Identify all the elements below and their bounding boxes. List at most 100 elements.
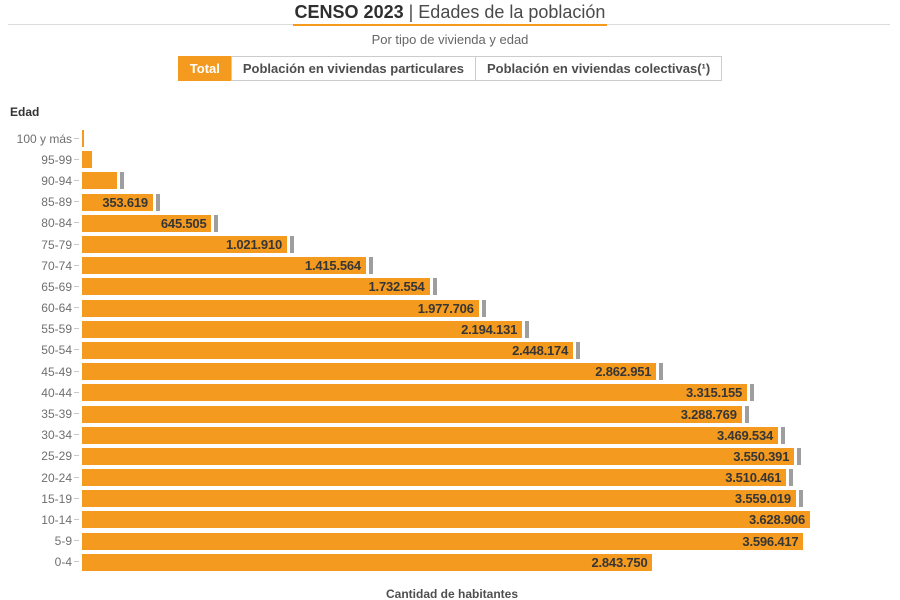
population-bar[interactable]: 1.732.554 — [82, 278, 430, 296]
population-bar[interactable]: 3.510.461 — [82, 469, 787, 487]
bar-area: 1.021.910 — [82, 236, 294, 254]
age-row: 40-44 3.315.155 — [10, 382, 900, 403]
bar-area: 3.510.461 — [82, 469, 794, 487]
bar-area: 2.448.174 — [82, 341, 581, 359]
population-bar[interactable]: 3.315.155 — [82, 384, 748, 402]
age-label: 0-4 — [54, 555, 72, 570]
population-bar[interactable]: 3.628.906 — [82, 511, 810, 529]
bar-area: 2.862.951 — [82, 363, 664, 381]
tab-viviendas-particulares[interactable]: Población en viviendas particulares — [230, 56, 476, 81]
bar-area: 3.628.906 — [82, 511, 810, 529]
age-row: 35-39 3.288.769 — [10, 403, 900, 424]
bar-area: 3.596.417 — [82, 532, 804, 550]
end-marker — [214, 214, 219, 232]
age-row: 70-74 1.415.564 — [10, 255, 900, 276]
population-bar[interactable] — [82, 172, 118, 190]
age-row: 30-34 3.469.534 — [10, 425, 900, 446]
bar-value-label: 3.559.019 — [734, 491, 791, 507]
end-marker — [481, 299, 486, 317]
bar-value-label: 1.415.564 — [304, 258, 361, 274]
age-row: 10-14 3.628.906 — [10, 509, 900, 530]
age-row: 15-19 3.559.019 — [10, 488, 900, 509]
end-marker — [744, 405, 749, 423]
end-marker — [659, 363, 664, 381]
population-bar[interactable]: 2.194.131 — [82, 320, 523, 338]
age-row: 5-9 3.596.417 — [10, 531, 900, 552]
end-marker — [781, 426, 786, 444]
age-row: 65-69 1.732.554 — [10, 276, 900, 297]
population-age-chart: Edad 100 y más 95-99 90-94 85-89 353.619 80-8… — [0, 105, 900, 600]
bar-value-label: 645.505 — [160, 215, 207, 231]
age-label: 5-9 — [54, 534, 72, 549]
bar-value-label: 2.862.951 — [595, 364, 652, 380]
population-bar[interactable]: 1.415.564 — [82, 257, 366, 275]
bar-value-label: 3.596.417 — [742, 533, 799, 549]
population-bar[interactable]: 3.469.534 — [82, 426, 779, 444]
population-bar[interactable]: 3.596.417 — [82, 532, 804, 550]
bar-area: 3.469.534 — [82, 426, 786, 444]
bar-area — [82, 130, 84, 148]
bar-area: 3.559.019 — [82, 490, 803, 508]
end-marker — [432, 278, 437, 296]
population-bar[interactable]: 2.448.174 — [82, 341, 574, 359]
population-bar[interactable]: 3.559.019 — [82, 490, 796, 508]
age-label: 95-99 — [41, 152, 72, 167]
age-row: 45-49 2.862.951 — [10, 361, 900, 382]
population-bar[interactable]: 2.843.750 — [82, 553, 653, 571]
end-marker — [576, 341, 581, 359]
age-label: 100 y más — [16, 131, 72, 146]
population-bar[interactable] — [82, 151, 93, 169]
population-bar[interactable] — [82, 130, 84, 148]
bar-area: 2.843.750 — [82, 553, 653, 571]
bar-value-label: 3.288.769 — [680, 406, 737, 422]
bar-area: 1.415.564 — [82, 257, 373, 275]
x-axis-title: Cantidad de habitantes — [385, 586, 519, 600]
age-label: 25-29 — [41, 449, 72, 464]
population-bar[interactable]: 3.550.391 — [82, 447, 795, 465]
tab-viviendas-colectivas[interactable]: Población en viviendas colectivas(¹) — [474, 56, 723, 81]
end-marker — [290, 236, 294, 254]
bar-area: 3.550.391 — [82, 447, 802, 465]
bar-value-label: 3.628.906 — [748, 512, 805, 528]
end-marker — [789, 469, 794, 487]
bar-value-label: 3.510.461 — [725, 470, 782, 486]
population-bar[interactable]: 1.977.706 — [82, 299, 479, 317]
age-row: 55-59 2.194.131 — [10, 319, 900, 340]
end-marker — [797, 447, 802, 465]
page-title: CENSO 2023 | Edades de la población — [292, 2, 608, 26]
age-label: 45-49 — [41, 364, 72, 379]
bar-area — [82, 151, 93, 169]
age-row: 85-89 353.619 — [10, 192, 900, 213]
bar-area: 353.619 — [82, 193, 160, 211]
age-label: 35-39 — [41, 407, 72, 422]
bar-area: 1.732.554 — [82, 278, 437, 296]
age-label: 65-69 — [41, 279, 72, 294]
page-subtitle: Por tipo de vivienda y edad — [371, 32, 529, 47]
population-bar[interactable]: 1.021.910 — [82, 236, 287, 254]
age-row: 60-64 1.977.706 — [10, 298, 900, 319]
age-label: 75-79 — [41, 237, 72, 252]
age-row: 20-24 3.510.461 — [10, 467, 900, 488]
population-bar[interactable]: 645.505 — [82, 214, 212, 232]
population-bar[interactable]: 3.288.769 — [82, 405, 742, 423]
age-row: 0-4 2.843.750 — [10, 552, 900, 573]
age-row: 50-54 2.448.174 — [10, 340, 900, 361]
age-label: 10-14 — [41, 512, 72, 527]
end-marker — [798, 490, 803, 508]
title-main: CENSO 2023 — [294, 2, 404, 22]
bar-value-label: 2.448.174 — [512, 342, 569, 358]
bar-value-label: 3.315.155 — [686, 385, 743, 401]
age-label: 50-54 — [41, 343, 72, 358]
tab-total[interactable]: Total — [177, 56, 232, 81]
population-bar[interactable]: 2.862.951 — [82, 363, 657, 381]
age-row: 95-99 — [10, 149, 900, 170]
bar-area: 645.505 — [82, 214, 219, 232]
bar-area: 2.194.131 — [82, 320, 530, 338]
end-marker — [368, 257, 373, 275]
age-row: 80-84 645.505 — [10, 213, 900, 234]
housing-type-tabs: Total Población en viviendas particulare… — [0, 56, 900, 81]
bar-value-label: 1.021.910 — [225, 237, 282, 253]
bar-value-label: 353.619 — [102, 194, 148, 210]
population-bar[interactable]: 353.619 — [82, 193, 153, 211]
title-separator: | — [403, 2, 419, 22]
